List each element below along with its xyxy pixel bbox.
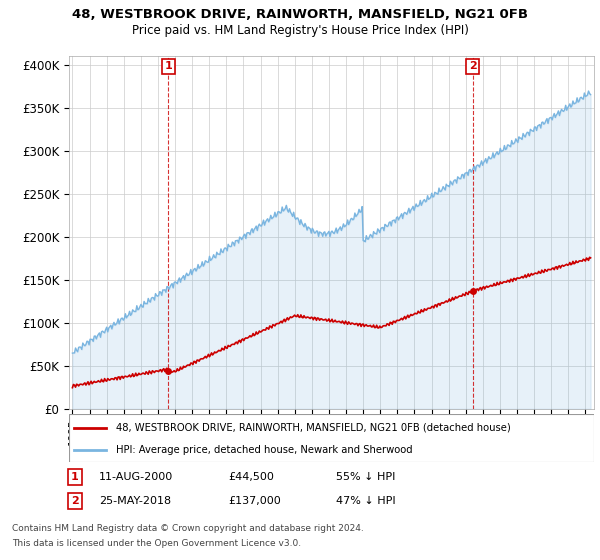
Text: 55% ↓ HPI: 55% ↓ HPI: [336, 472, 395, 482]
FancyBboxPatch shape: [69, 414, 594, 462]
Text: 48, WESTBROOK DRIVE, RAINWORTH, MANSFIELD, NG21 0FB (detached house): 48, WESTBROOK DRIVE, RAINWORTH, MANSFIEL…: [116, 423, 511, 433]
Text: 1: 1: [164, 62, 172, 71]
Text: £137,000: £137,000: [228, 496, 281, 506]
Text: 2: 2: [469, 62, 476, 71]
Text: 25-MAY-2018: 25-MAY-2018: [99, 496, 171, 506]
Text: This data is licensed under the Open Government Licence v3.0.: This data is licensed under the Open Gov…: [12, 539, 301, 548]
Text: £44,500: £44,500: [228, 472, 274, 482]
Text: 11-AUG-2000: 11-AUG-2000: [99, 472, 173, 482]
Text: 1: 1: [71, 472, 79, 482]
Text: 2: 2: [71, 496, 79, 506]
Text: Contains HM Land Registry data © Crown copyright and database right 2024.: Contains HM Land Registry data © Crown c…: [12, 524, 364, 533]
Text: Price paid vs. HM Land Registry's House Price Index (HPI): Price paid vs. HM Land Registry's House …: [131, 24, 469, 36]
Text: 47% ↓ HPI: 47% ↓ HPI: [336, 496, 395, 506]
Text: 48, WESTBROOK DRIVE, RAINWORTH, MANSFIELD, NG21 0FB: 48, WESTBROOK DRIVE, RAINWORTH, MANSFIEL…: [72, 8, 528, 21]
Text: HPI: Average price, detached house, Newark and Sherwood: HPI: Average price, detached house, Newa…: [116, 445, 413, 455]
